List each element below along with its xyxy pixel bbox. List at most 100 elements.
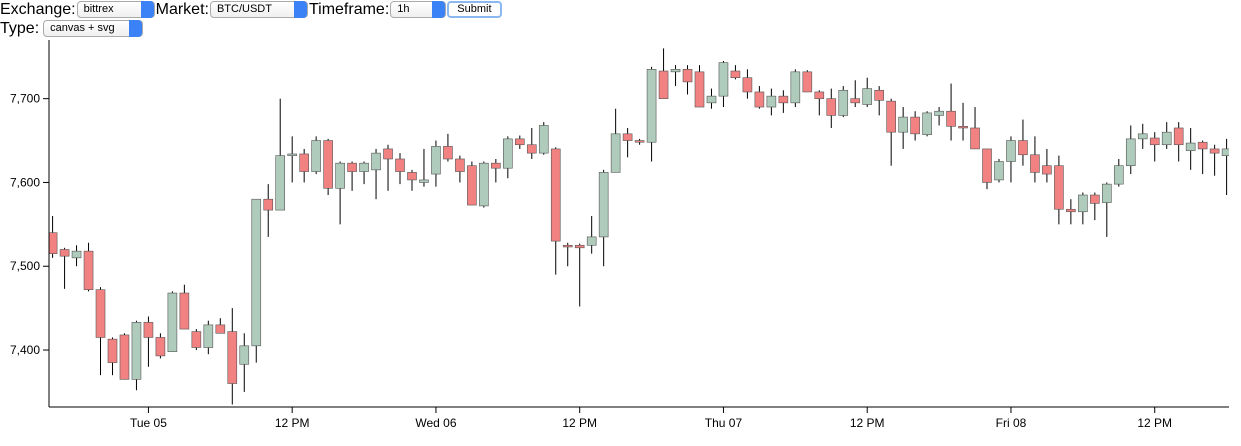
x-tick-label: Wed 06: [415, 416, 456, 430]
candle-body: [1209, 148, 1220, 154]
candle-body: [239, 345, 250, 365]
candle-body: [538, 125, 549, 154]
candle-body: [383, 148, 393, 160]
candle-body: [407, 172, 417, 181]
candle-body: [287, 153, 297, 156]
x-tick-label: 12 PM: [1137, 416, 1172, 430]
candle-body: [922, 112, 932, 135]
controls-row: Exchange: bittrex Market: BTC/USDT Timef…: [0, 0, 502, 19]
candle-body: [71, 250, 82, 259]
candle-body: [323, 140, 333, 189]
candle-body: [251, 198, 262, 347]
candle-body: [95, 289, 106, 338]
timeframe-label: Timeframe:: [308, 0, 390, 18]
candle-body: [143, 322, 154, 338]
candle-body: [455, 158, 465, 172]
candle-body: [179, 292, 190, 330]
candle-body: [970, 127, 980, 150]
candle-body: [107, 338, 118, 363]
exchange-select[interactable]: bittrex: [76, 1, 155, 18]
candle-body: [802, 71, 813, 93]
candle-body: [131, 322, 142, 380]
candle-body: [503, 138, 513, 169]
candle-body: [419, 179, 429, 183]
candle-body: [898, 116, 908, 133]
candle-body: [658, 70, 669, 99]
x-tick-label: 12 PM: [562, 416, 597, 430]
candle-body: [754, 91, 765, 108]
candle-body: [718, 62, 729, 97]
candle-body: [646, 69, 657, 143]
candle-body: [682, 69, 693, 83]
candle-body: [49, 232, 58, 254]
candle-body: [550, 148, 561, 242]
candle-body: [562, 244, 573, 248]
candle-body: [1125, 138, 1136, 166]
candle-body: [467, 165, 477, 206]
candle-body: [958, 126, 968, 129]
plot-area: [49, 48, 1229, 405]
candle-body: [622, 133, 633, 141]
candle-body: [203, 324, 214, 348]
candle-body: [934, 110, 944, 116]
x-tick-label: Thu 07: [705, 416, 743, 430]
candle-body: [215, 324, 226, 334]
candle-body: [634, 140, 645, 143]
candle-body: [167, 292, 178, 352]
type-select[interactable]: canvas + svg: [43, 20, 144, 37]
timeframe-select[interactable]: 1h: [390, 1, 447, 18]
x-tick-label: 12 PM: [275, 416, 310, 430]
x-tick-label: Fri 08: [996, 416, 1027, 430]
candle-body: [1185, 142, 1196, 151]
candle-body: [335, 162, 345, 189]
candle-body: [1030, 154, 1040, 173]
candle-body: [730, 70, 741, 79]
candle-body: [1042, 165, 1052, 175]
candle-body: [491, 162, 501, 169]
market-select[interactable]: BTC/USDT: [209, 1, 308, 18]
type-label: Type:: [0, 19, 40, 37]
candle-body: [311, 140, 321, 172]
x-tick-label: Tue 05: [130, 416, 167, 430]
x-tick-label: 12 PM: [850, 416, 885, 430]
candle-body: [790, 71, 801, 104]
candle-body: [526, 144, 537, 154]
candle-body: [431, 146, 441, 175]
candle-body: [1113, 165, 1124, 185]
candle-body: [982, 148, 992, 183]
candle-body: [275, 155, 286, 211]
submit-button[interactable]: Submit: [447, 1, 502, 18]
candle-body: [1173, 127, 1184, 146]
candle-body: [1054, 165, 1064, 210]
candle-body: [694, 71, 705, 108]
candle-body: [826, 98, 837, 116]
candle-body: [1090, 194, 1100, 204]
candle-body: [1197, 141, 1208, 150]
candle-body: [946, 110, 956, 127]
candle-body: [395, 158, 405, 172]
y-tick-label: 7,600: [10, 175, 40, 189]
candle-body: [910, 116, 920, 135]
y-tick-label: 7,700: [10, 92, 40, 106]
candle-body: [1102, 183, 1112, 203]
candle-body: [59, 249, 70, 257]
market-label: Market:: [155, 0, 209, 18]
candle-body: [263, 198, 274, 211]
exchange-label: Exchange:: [0, 0, 76, 18]
candle-body: [347, 162, 357, 172]
candle-body: [479, 162, 489, 207]
candle-body: [994, 161, 1004, 181]
candle-body: [850, 98, 861, 104]
candle-body: [766, 95, 777, 108]
candle-body: [443, 146, 453, 160]
candle-body: [155, 337, 166, 357]
candle-body: [299, 153, 309, 172]
candle-body: [1137, 133, 1148, 140]
candle-body: [371, 152, 381, 171]
candle-body: [515, 138, 525, 146]
candle-body: [886, 100, 896, 133]
candle-body: [1149, 137, 1160, 146]
candle-body: [574, 244, 585, 249]
